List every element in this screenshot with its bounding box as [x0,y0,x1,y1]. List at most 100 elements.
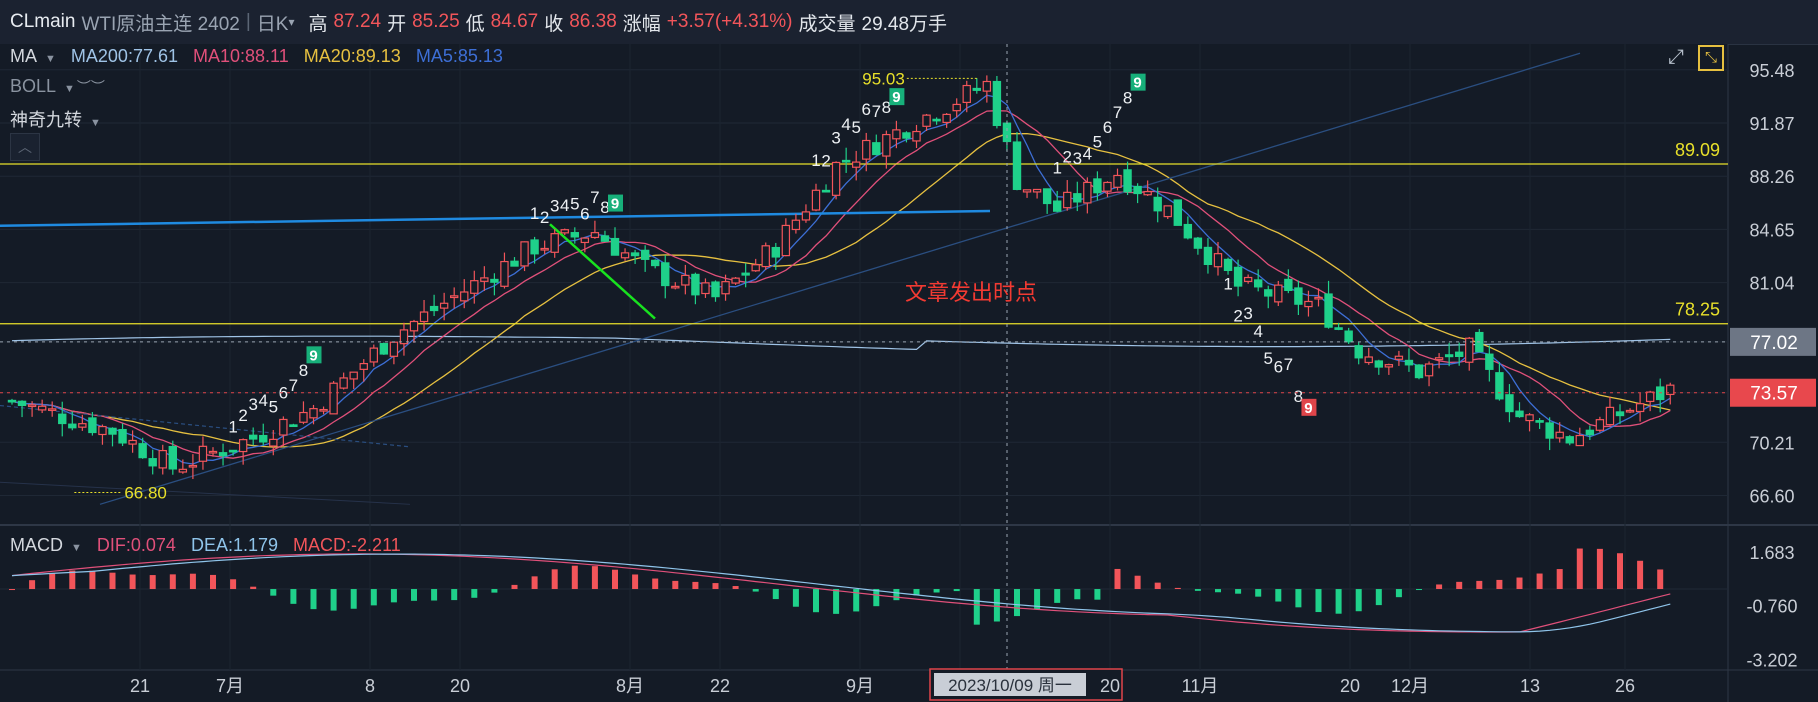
ma200-value: MA200:77.61 [70,46,178,66]
candle-up [1213,253,1223,268]
candle-up [198,445,208,462]
candle-down [1344,330,1353,343]
ma200-line [11,335,1671,351]
macd-bar-down [310,589,317,610]
nine-count: 3 [550,196,559,215]
macd-caret-icon[interactable]: ▼ [71,542,82,554]
candle-down [1233,266,1243,287]
header-separator: | [245,11,251,32]
candle-up [1274,284,1283,303]
candle-up [1243,276,1253,283]
macd-bar-down [1074,589,1081,600]
candle-down [741,272,750,276]
fullscreen-icon[interactable]: ⤡ [1698,45,1724,71]
candle-down [1123,169,1132,193]
macd-bar-down [752,589,759,592]
candle-down [650,259,660,267]
candle-down [1153,196,1162,212]
candle-up [359,362,368,370]
ma10-value: MA10:88.11 [193,46,289,66]
nine-count: 4 [560,196,569,215]
price-panel [0,44,1728,524]
collapse-icon[interactable]: ︿ [10,133,40,161]
candle-up [27,404,37,408]
nine-count: 3 [248,395,257,414]
candle-down [108,427,117,435]
eye-off-icon[interactable]: ︶︶ [76,79,105,95]
ma-caret-icon[interactable]: ▼ [45,53,56,65]
macd-bar-down [1335,589,1342,614]
high-label: 高 [308,13,328,35]
nine-caret-icon[interactable]: ▼ [90,117,101,129]
candle-down [1073,193,1082,203]
candle-up [1163,205,1172,218]
macd-bar-up [511,584,518,590]
macd-bar-down [1416,589,1422,591]
macd-bar-down [411,589,417,601]
macd-label[interactable]: MACD [10,535,63,555]
macd-bar-down [792,589,799,607]
candle-up [188,464,198,468]
candle-up [781,224,791,257]
candle-down [118,428,127,444]
candle-up [409,320,419,332]
macd-y-tick-label: -3.202 [1746,650,1797,670]
macd-bar-down [1295,589,1302,608]
period-selector[interactable]: 日K [256,13,289,35]
period-caret-icon[interactable]: ▾ [288,15,295,29]
macd-bar-down [1395,589,1402,598]
macd-bar-up [1596,548,1603,590]
candle-up [238,439,248,453]
article-marker-annotation: 文章发出时点 [905,280,1037,305]
candle-up [399,329,409,345]
nine-count: 2 [1063,147,1072,166]
boll-label[interactable]: BOLL [10,76,57,96]
nine-count: 5 [570,195,579,214]
nine-label[interactable]: 神奇九转 [10,110,82,130]
candle-down [821,189,831,193]
candle-up [851,161,861,168]
expand-icon[interactable]: ⤢ [1668,46,1684,68]
macd-bar-down [1034,589,1041,610]
macd-bar-up [591,566,598,590]
macd-bar-down [772,589,779,600]
candle-up [1103,181,1112,192]
candle-down [429,305,439,312]
candle-down [972,87,982,91]
candle-down [58,413,67,425]
candle-down [1203,246,1213,266]
candle-down [691,273,700,296]
candle-up [811,189,821,211]
candle-down [1585,429,1595,436]
macd-bar-down [471,589,478,598]
nine-count: 9 [892,89,900,106]
macd-bar-up [571,565,578,590]
macd-bar-up [109,572,116,590]
boll-caret-icon[interactable]: ▼ [64,83,75,95]
ma-label[interactable]: MA [10,46,37,66]
candle-up [942,113,951,124]
nine-count: 8 [882,98,891,117]
candle-down [630,252,640,257]
candle-up [37,405,47,411]
symbol-code[interactable]: CLmain [10,11,76,32]
macd-legend: MACD ▼ DIF:0.074 DEA:1.179 MACD:-2.211 [10,535,411,556]
candle-down [1284,278,1293,291]
candle-up [178,468,188,473]
candle-up [862,139,871,160]
candle-up [460,291,469,302]
candle-down [1615,411,1625,417]
nine-count: 8 [600,198,609,217]
candle-down [88,417,97,434]
macd-bar-up [1134,575,1141,590]
crosshair-date-label: 2023/10/09 周一 [948,676,1072,695]
candle-down [1012,141,1022,190]
ma10-line [11,110,1671,459]
nine-count: 2 [821,152,830,171]
nine-count: 7 [872,102,881,121]
open-label: 开 [387,13,407,35]
candle-down [1193,237,1203,249]
y-tick-label: 81.04 [1749,274,1794,294]
nine-count: 3 [1243,304,1252,323]
